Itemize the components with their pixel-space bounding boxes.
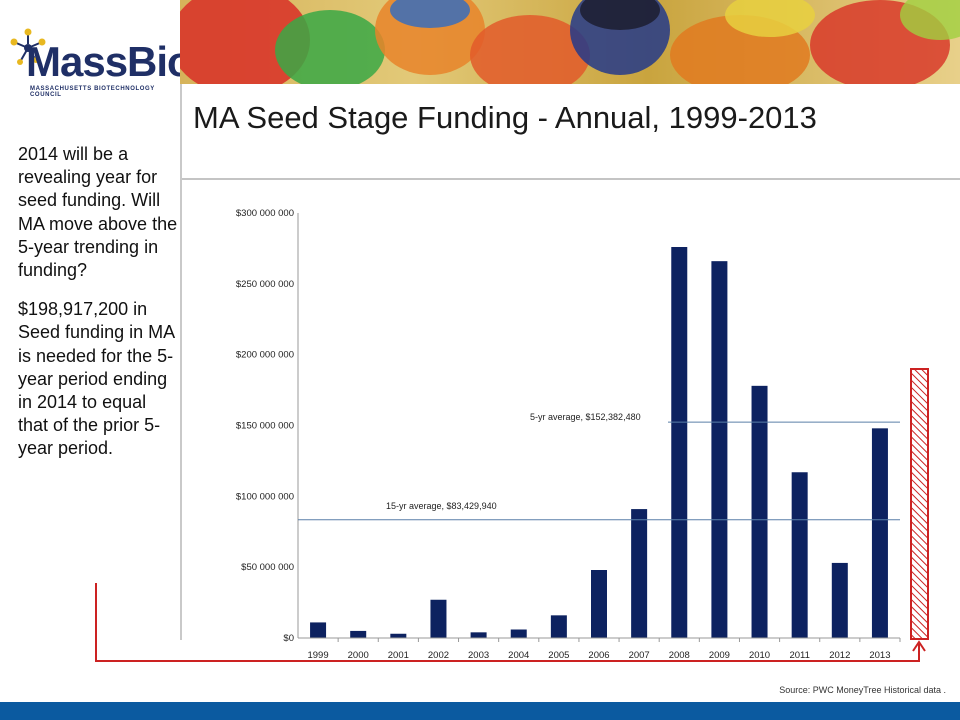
x-tick-label: 2012 (829, 650, 850, 661)
y-tick-label: $0 (283, 633, 294, 644)
side-paragraph-2: $198,917,200 in Seed funding in MA is ne… (18, 299, 175, 459)
footer-bar (0, 702, 960, 720)
bar (430, 599, 447, 638)
arrow-connector (95, 583, 920, 662)
bar (470, 632, 487, 638)
bar (871, 428, 888, 638)
logo-subtitle: MASSACHUSETTS BIOTECHNOLOGY COUNCIL (30, 86, 155, 98)
x-tick-label: 2010 (749, 650, 770, 661)
x-tick-label: 2006 (588, 650, 609, 661)
bar (631, 509, 648, 638)
bar (390, 633, 407, 638)
y-tick-label: $100 000 000 (236, 491, 294, 502)
x-tick-label: 2000 (348, 650, 369, 661)
x-tick-label: 2008 (669, 650, 690, 661)
x-tick-label: 2001 (388, 650, 409, 661)
y-tick-label: $50 000 000 (241, 562, 294, 573)
bar (751, 385, 768, 638)
left-divider (180, 84, 182, 640)
bar (591, 570, 607, 638)
bar (791, 472, 808, 638)
x-tick-label: 2009 (709, 650, 730, 661)
y-tick-label: $300 000 000 (236, 208, 294, 219)
logo: MassBio MASSACHUSETTS BIOTECHNOLOGY COUN… (0, 0, 193, 100)
x-tick-label: 2002 (428, 650, 449, 661)
side-commentary: 2014 will be a revealing year for seed f… (18, 143, 178, 477)
bar (711, 261, 728, 638)
source-note: Source: PWC MoneyTree Historical data . (779, 685, 946, 695)
header-banner-image (180, 0, 960, 84)
slide-title: MA Seed Stage Funding - Annual, 1999-201… (193, 100, 817, 135)
arrow-head-icon (912, 640, 926, 652)
x-tick-label: 2007 (629, 650, 650, 661)
title-underline (182, 178, 960, 180)
bar (831, 562, 848, 638)
avg-label-5yr: 5-yr average, $152,382,480 (530, 412, 641, 422)
bar (550, 615, 567, 638)
y-tick-label: $250 000 000 (236, 279, 294, 290)
x-tick-label: 2013 (869, 650, 890, 661)
side-paragraph-1: 2014 will be a revealing year for seed f… (18, 144, 178, 281)
bar (350, 630, 367, 638)
x-tick-label: 2004 (508, 650, 529, 661)
molecule-icon (10, 28, 46, 65)
bar (310, 622, 327, 638)
x-tick-label: 2005 (548, 650, 569, 661)
x-tick-label: 2003 (468, 650, 489, 661)
avg-label-15yr: 15-yr average, $83,429,940 (386, 501, 497, 511)
y-tick-label: $150 000 000 (236, 421, 294, 432)
x-tick-label: 1999 (307, 650, 328, 661)
projection-bar-2014 (910, 368, 929, 640)
x-tick-label: 2011 (789, 650, 809, 661)
logo-text: MassBio (26, 38, 193, 85)
bar (510, 629, 527, 638)
bar (671, 247, 688, 638)
y-tick-label: $200 000 000 (236, 350, 294, 361)
